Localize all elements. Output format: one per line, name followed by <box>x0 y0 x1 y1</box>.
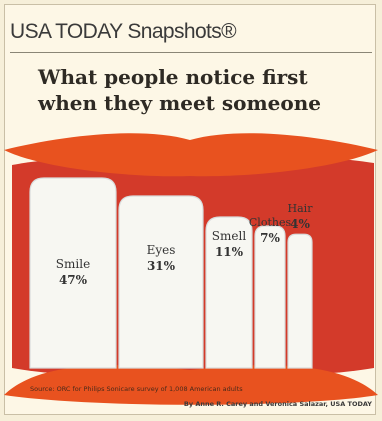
chart-title: What people notice first when they meet … <box>38 64 358 116</box>
category-label-clothes: Clothes <box>249 216 292 229</box>
teeth-bars <box>29 177 313 369</box>
value-label-hair: 4% <box>290 217 310 231</box>
byline: By Anne R. Carey and Veronica Salazar, U… <box>183 400 372 408</box>
category-label-smell: Smell <box>212 229 247 243</box>
category-label-smile: Smile <box>56 257 90 271</box>
data-labels: Smile 47% Eyes 31% Smell 11% Clothes 7% Hair 4% <box>56 202 313 287</box>
brand-divider <box>10 52 372 53</box>
value-label-smile: 47% <box>59 273 88 287</box>
chart-title-line-1: What people notice first <box>38 65 308 89</box>
tooth-bar-hair <box>287 233 313 369</box>
value-label-clothes: 7% <box>260 231 280 245</box>
category-label-eyes: Eyes <box>147 243 176 257</box>
tooth-bar-smell <box>205 216 253 369</box>
chart-title-line-2: when they meet someone <box>38 91 321 115</box>
tooth-bar-clothes <box>254 225 286 369</box>
brand-title: USA TODAY Snapshots® <box>10 20 237 43</box>
lower-lip <box>4 365 378 405</box>
upper-lip <box>4 133 378 177</box>
tooth-bar-smile <box>29 177 117 369</box>
tooth-bar-eyes <box>118 195 204 369</box>
value-label-eyes: 31% <box>147 259 176 273</box>
source-note: Source: ORC for Philips Sonicare survey … <box>30 385 243 393</box>
value-label-smell: 11% <box>215 245 244 259</box>
category-label-hair: Hair <box>288 202 314 215</box>
